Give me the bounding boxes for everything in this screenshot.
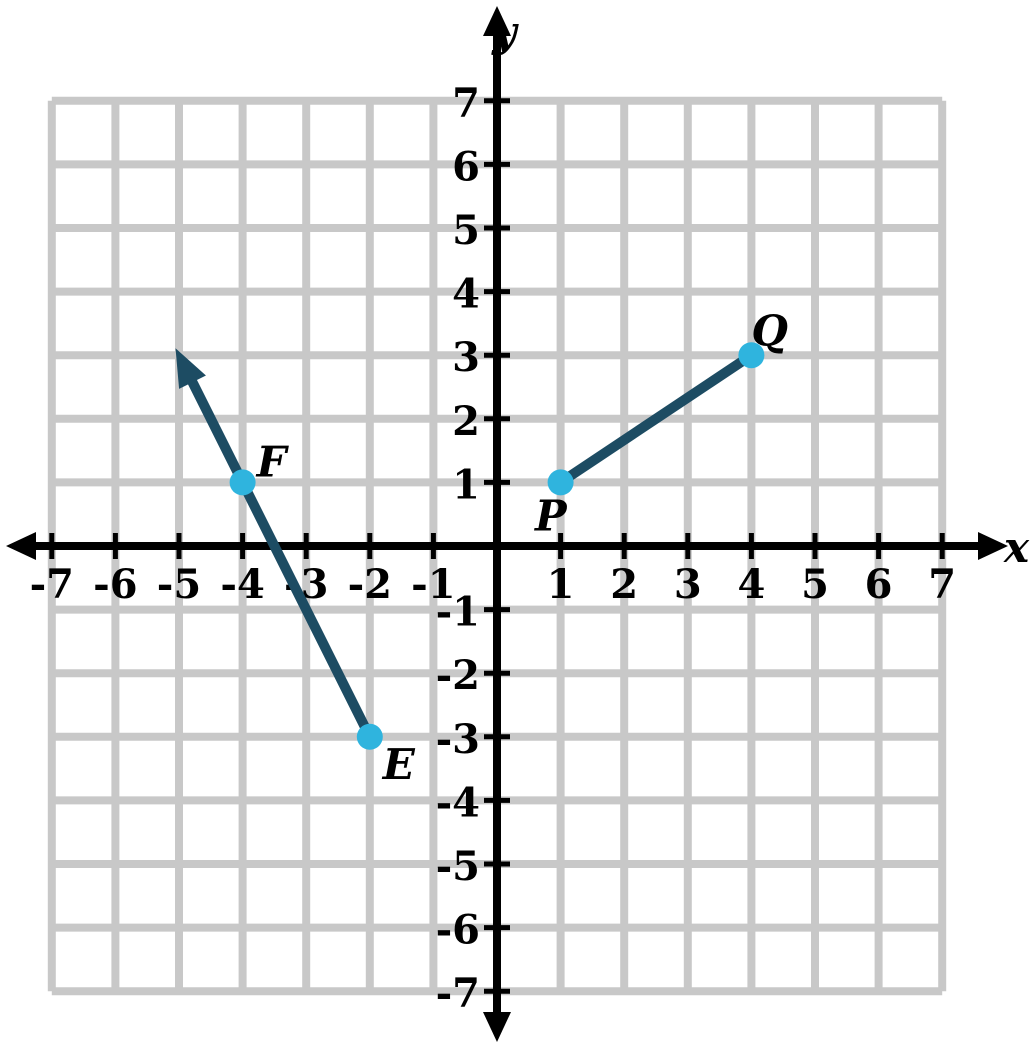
y-tick-label: -7 — [436, 970, 480, 1017]
x-tick-label: -6 — [93, 561, 137, 608]
ray-line — [179, 362, 375, 740]
x-tick-label: 6 — [865, 561, 893, 608]
tick-labels: -7 -6 -5 -4 -3 -2 -1 1 2 3 4 5 6 7-7-6-5-4-3-2-112345… — [30, 80, 957, 1017]
x-tick-label: -4 — [220, 561, 264, 608]
point-label: F — [256, 437, 290, 486]
ray-arrow-icon — [175, 348, 206, 389]
x-tick-label: -2 — [348, 561, 392, 608]
x-tick-label: 5 — [801, 561, 829, 608]
point-dot — [738, 342, 765, 369]
y-tick-label: 3 — [452, 334, 480, 381]
x-tick-label: 1 — [547, 561, 575, 608]
x-tick-label: 2 — [610, 561, 638, 608]
y-tick-label: -1 — [436, 589, 480, 636]
y-axis-label: y — [491, 7, 519, 56]
x-tick-label: 4 — [737, 561, 765, 608]
y-tick-label: 5 — [452, 207, 480, 254]
axis-ticks — [49, 98, 945, 994]
y-tick-label: -6 — [436, 907, 480, 954]
y-tick-label: 7 — [452, 80, 480, 127]
point-dot — [547, 469, 574, 496]
ray-EF: EF — [175, 348, 416, 789]
x-axis-label: x — [1003, 523, 1030, 572]
point-dot — [356, 723, 383, 750]
y-axis-bottom-arrow-icon — [483, 1012, 511, 1042]
y-axis-top-arrow-icon — [483, 6, 511, 36]
x-tick-label: 7 — [928, 561, 956, 608]
point-dot — [229, 469, 256, 496]
x-axis-left-arrow-icon — [6, 532, 36, 560]
x-axis-right-arrow-icon — [978, 532, 1008, 560]
x-tick-label: -5 — [157, 561, 201, 608]
y-tick-label: -3 — [436, 716, 480, 763]
segment-line — [557, 351, 755, 487]
y-tick-label: 4 — [452, 271, 480, 318]
segment-PQ: PQ — [534, 306, 788, 540]
x-tick-label: -7 — [30, 561, 74, 608]
y-tick-label: -2 — [436, 652, 480, 699]
point-label: P — [534, 491, 568, 540]
y-tick-label: -5 — [436, 843, 480, 890]
y-tick-label: 2 — [452, 398, 480, 445]
y-tick-label: 6 — [452, 143, 480, 190]
x-tick-label: -1 — [411, 561, 455, 608]
axis-letter-labels: xy — [491, 7, 1030, 572]
y-tick-label: -4 — [436, 779, 480, 826]
point-label: E — [382, 740, 416, 789]
point-label: Q — [751, 306, 788, 355]
x-tick-label: 3 — [674, 561, 702, 608]
y-tick-label: 1 — [452, 461, 480, 508]
